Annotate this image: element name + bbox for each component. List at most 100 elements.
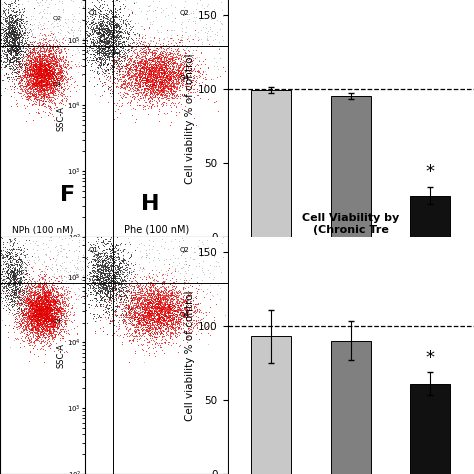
Point <box>48 61 55 69</box>
Point <box>12 283 19 290</box>
Point <box>93 37 101 45</box>
Point <box>22 239 29 246</box>
Point <box>35 62 43 70</box>
Point <box>167 294 174 302</box>
Point <box>45 301 53 308</box>
Point <box>145 45 152 53</box>
Point <box>133 76 141 84</box>
Point <box>7 46 14 54</box>
Point <box>59 229 66 237</box>
Point <box>45 52 53 60</box>
Point <box>55 277 62 285</box>
Point <box>158 79 166 86</box>
Point <box>162 300 169 308</box>
Point <box>124 304 132 311</box>
Point <box>153 82 160 89</box>
Point <box>19 288 27 296</box>
Point <box>104 291 111 298</box>
Point <box>110 46 118 54</box>
Point <box>28 84 36 91</box>
Point <box>116 50 124 57</box>
Point <box>94 46 102 54</box>
Point <box>133 295 140 302</box>
Point <box>51 284 59 292</box>
Point <box>160 80 167 88</box>
Point <box>40 327 48 334</box>
Point <box>149 319 157 326</box>
Point <box>151 76 159 84</box>
Point <box>27 305 35 312</box>
Point <box>102 49 109 57</box>
Point <box>112 328 120 335</box>
Point <box>135 101 143 109</box>
Point <box>79 267 86 275</box>
Point <box>25 71 33 78</box>
Point <box>35 57 43 65</box>
Point <box>27 68 34 76</box>
Point <box>33 314 40 321</box>
Point <box>154 303 162 310</box>
Point <box>164 82 171 90</box>
Point <box>179 73 187 81</box>
Point <box>169 262 176 269</box>
Point <box>40 319 48 327</box>
Point <box>13 293 21 301</box>
Point <box>20 72 28 79</box>
Point <box>164 62 172 70</box>
Point <box>14 25 22 32</box>
Point <box>39 310 47 318</box>
Point <box>46 73 54 80</box>
Point <box>45 77 53 84</box>
Point <box>11 47 18 55</box>
Point <box>11 273 19 280</box>
Point <box>36 300 43 307</box>
Point <box>142 78 149 85</box>
Point <box>52 84 59 92</box>
Point <box>89 46 96 53</box>
Point <box>115 12 123 20</box>
Point <box>42 312 50 320</box>
Point <box>2 260 10 268</box>
Point <box>39 217 46 224</box>
Point <box>43 312 50 319</box>
Point <box>33 299 40 307</box>
Point <box>183 73 191 81</box>
Point <box>109 57 117 64</box>
Point <box>140 314 148 321</box>
Point <box>128 54 136 62</box>
Point <box>180 52 187 60</box>
Point <box>119 230 127 237</box>
Point <box>6 264 13 271</box>
Point <box>40 305 48 313</box>
Point <box>93 4 101 12</box>
Point <box>29 304 36 312</box>
Point <box>173 70 181 78</box>
Point <box>105 285 113 292</box>
Point <box>101 47 109 55</box>
Point <box>170 58 178 66</box>
Point <box>107 275 115 283</box>
Point <box>54 45 62 52</box>
Point <box>21 293 28 301</box>
Point <box>166 276 173 284</box>
Point <box>46 67 54 74</box>
Point <box>125 38 132 46</box>
Point <box>55 306 62 313</box>
Point <box>106 39 113 46</box>
Point <box>160 292 167 300</box>
Point <box>99 258 107 266</box>
Point <box>162 59 170 66</box>
Point <box>76 22 84 30</box>
Point <box>92 318 100 325</box>
Point <box>144 104 151 112</box>
Point <box>122 65 129 73</box>
Point <box>102 51 109 58</box>
Point <box>145 64 152 72</box>
Point <box>151 280 158 288</box>
Point <box>59 323 66 330</box>
Point <box>135 69 143 77</box>
Point <box>142 321 149 329</box>
Point <box>79 34 87 42</box>
Point <box>154 86 161 93</box>
Point <box>95 32 102 40</box>
